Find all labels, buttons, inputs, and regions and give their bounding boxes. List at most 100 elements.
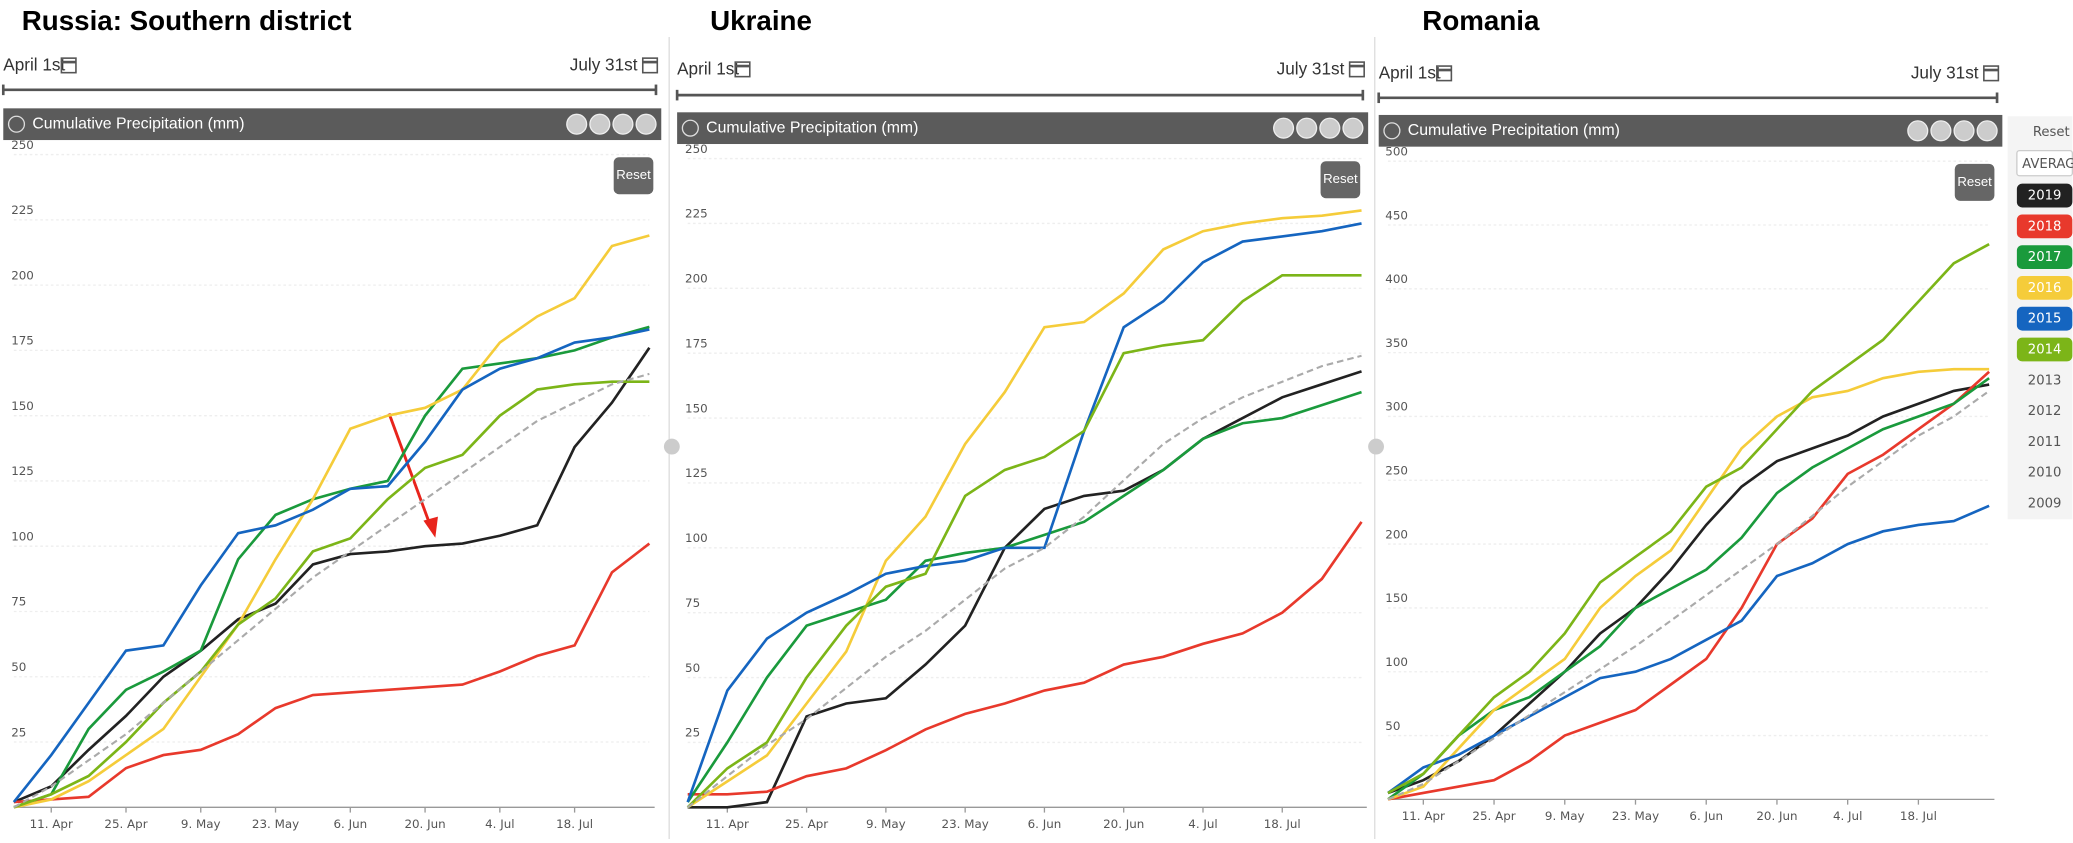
y-tick-label: 125 <box>685 466 708 480</box>
reset-button[interactable] <box>613 157 654 195</box>
x-tick-label: 6. Jun <box>1689 809 1723 823</box>
legend-item[interactable] <box>2016 214 2073 239</box>
reset-label: Reset <box>1323 171 1358 186</box>
header-button[interactable] <box>635 113 657 135</box>
y-tick-label: 225 <box>685 207 708 221</box>
legend-item[interactable] <box>2016 149 2073 177</box>
legend-label: 2017 <box>2028 250 2062 265</box>
header-button[interactable] <box>1273 117 1295 139</box>
annotation-arrow <box>387 413 433 530</box>
y-tick-label: 100 <box>685 531 708 545</box>
y-tick-label: 250 <box>11 138 34 152</box>
calendar-icon[interactable] <box>734 61 751 78</box>
x-tick-label: 20. Jun <box>1103 817 1144 831</box>
legend-item[interactable] <box>2016 337 2073 362</box>
x-tick-label: 6. Jun <box>333 817 367 831</box>
legend-label-inactive[interactable]: 2009 <box>2028 496 2062 511</box>
y-tick-label: 75 <box>11 595 26 609</box>
legend-label: AVERAGE <box>2022 157 2073 172</box>
reset-button[interactable] <box>1954 163 1995 201</box>
x-tick-label: 23. May <box>1612 809 1659 823</box>
legend-label: 2016 <box>2028 281 2062 296</box>
series-line <box>1387 504 1990 795</box>
y-tick-label: 300 <box>1385 400 1408 414</box>
x-tick-label: 23. May <box>252 817 299 831</box>
y-tick-label: 100 <box>1385 655 1408 669</box>
y-tick-label: 250 <box>1385 464 1408 478</box>
panel-title: Cumulative Precipitation (mm) <box>706 119 918 136</box>
header-button[interactable] <box>1930 120 1952 142</box>
legend-label-inactive[interactable]: 2013 <box>2028 373 2062 388</box>
y-tick-label: 75 <box>685 596 700 610</box>
header-icon <box>681 119 699 137</box>
legend-label-inactive[interactable]: 2010 <box>2028 466 2062 481</box>
header-button[interactable] <box>612 113 634 135</box>
date-end: July 31st <box>570 55 638 75</box>
y-tick-label: 200 <box>685 272 708 286</box>
y-tick-label: 400 <box>1385 272 1408 286</box>
series-line <box>13 347 651 804</box>
series-line <box>686 390 1362 803</box>
region-title: Ukraine <box>710 5 812 36</box>
x-tick-label: 9. May <box>181 817 221 831</box>
calendar-icon[interactable] <box>1436 65 1453 82</box>
date-start: April 1st <box>3 55 65 75</box>
calendar-icon[interactable] <box>1348 61 1365 78</box>
legend-item[interactable] <box>2016 306 2073 331</box>
legend-label-inactive[interactable]: 2012 <box>2028 404 2062 419</box>
date-end: July 31st <box>1911 63 1979 83</box>
x-tick-label: 18. Jul <box>1900 809 1937 823</box>
y-tick-label: 225 <box>11 203 34 217</box>
series-line <box>1387 390 1990 801</box>
header-button[interactable] <box>1907 120 1929 142</box>
header-icon <box>7 115 26 133</box>
y-tick-label: 25 <box>11 725 26 739</box>
series-line <box>687 370 1362 809</box>
legend-item[interactable] <box>2016 276 2073 300</box>
legend-item[interactable] <box>2016 183 2073 208</box>
region-title: Russia: Southern district <box>22 5 352 36</box>
series-line <box>1387 367 1990 801</box>
calendar-icon[interactable] <box>60 57 77 74</box>
header-button[interactable] <box>1953 120 1975 142</box>
legend-item[interactable] <box>2016 245 2073 270</box>
series-line <box>686 274 1362 809</box>
legend-label-inactive[interactable]: 2011 <box>2028 435 2062 450</box>
header-button[interactable] <box>1296 117 1318 139</box>
series-line <box>1387 370 1991 801</box>
collapse-handle[interactable] <box>1368 438 1384 455</box>
panel-header <box>1378 114 2003 147</box>
series-line <box>1387 377 1990 801</box>
header-button[interactable] <box>1342 117 1364 139</box>
x-tick-label: 4. Jul <box>1833 809 1862 823</box>
collapse-handle[interactable] <box>663 438 680 455</box>
header-button[interactable] <box>566 113 588 135</box>
series-line <box>687 354 1362 809</box>
y-tick-label: 125 <box>11 464 34 478</box>
legend-label: 2015 <box>2028 312 2062 327</box>
x-tick-label: 23. May <box>942 817 989 831</box>
calendar-icon[interactable] <box>1983 65 2000 82</box>
y-tick-label: 175 <box>685 336 708 350</box>
header-button[interactable] <box>1319 117 1341 139</box>
x-tick-label: 18. Jul <box>1264 817 1301 831</box>
series-line <box>13 380 650 809</box>
y-tick-label: 175 <box>11 334 34 348</box>
y-tick-label: 50 <box>11 660 26 674</box>
x-tick-label: 25. Apr <box>1472 809 1515 823</box>
header-button[interactable] <box>589 113 611 135</box>
calendar-icon[interactable] <box>641 57 659 74</box>
date-start: April 1st <box>1379 63 1441 83</box>
header-button[interactable] <box>1976 120 1998 142</box>
date-end: July 31st <box>1277 59 1345 79</box>
x-tick-label: 20. Jun <box>1756 809 1797 823</box>
y-tick-label: 500 <box>1385 144 1408 158</box>
y-tick-label: 350 <box>1385 336 1408 350</box>
reset-button[interactable] <box>1320 161 1361 199</box>
x-tick-label: 11. Apr <box>1402 809 1445 823</box>
panel-header <box>3 108 662 141</box>
y-tick-label: 100 <box>11 529 34 543</box>
panel-title: Cumulative Precipitation (mm) <box>32 115 244 132</box>
x-tick-label: 25. Apr <box>104 817 147 831</box>
